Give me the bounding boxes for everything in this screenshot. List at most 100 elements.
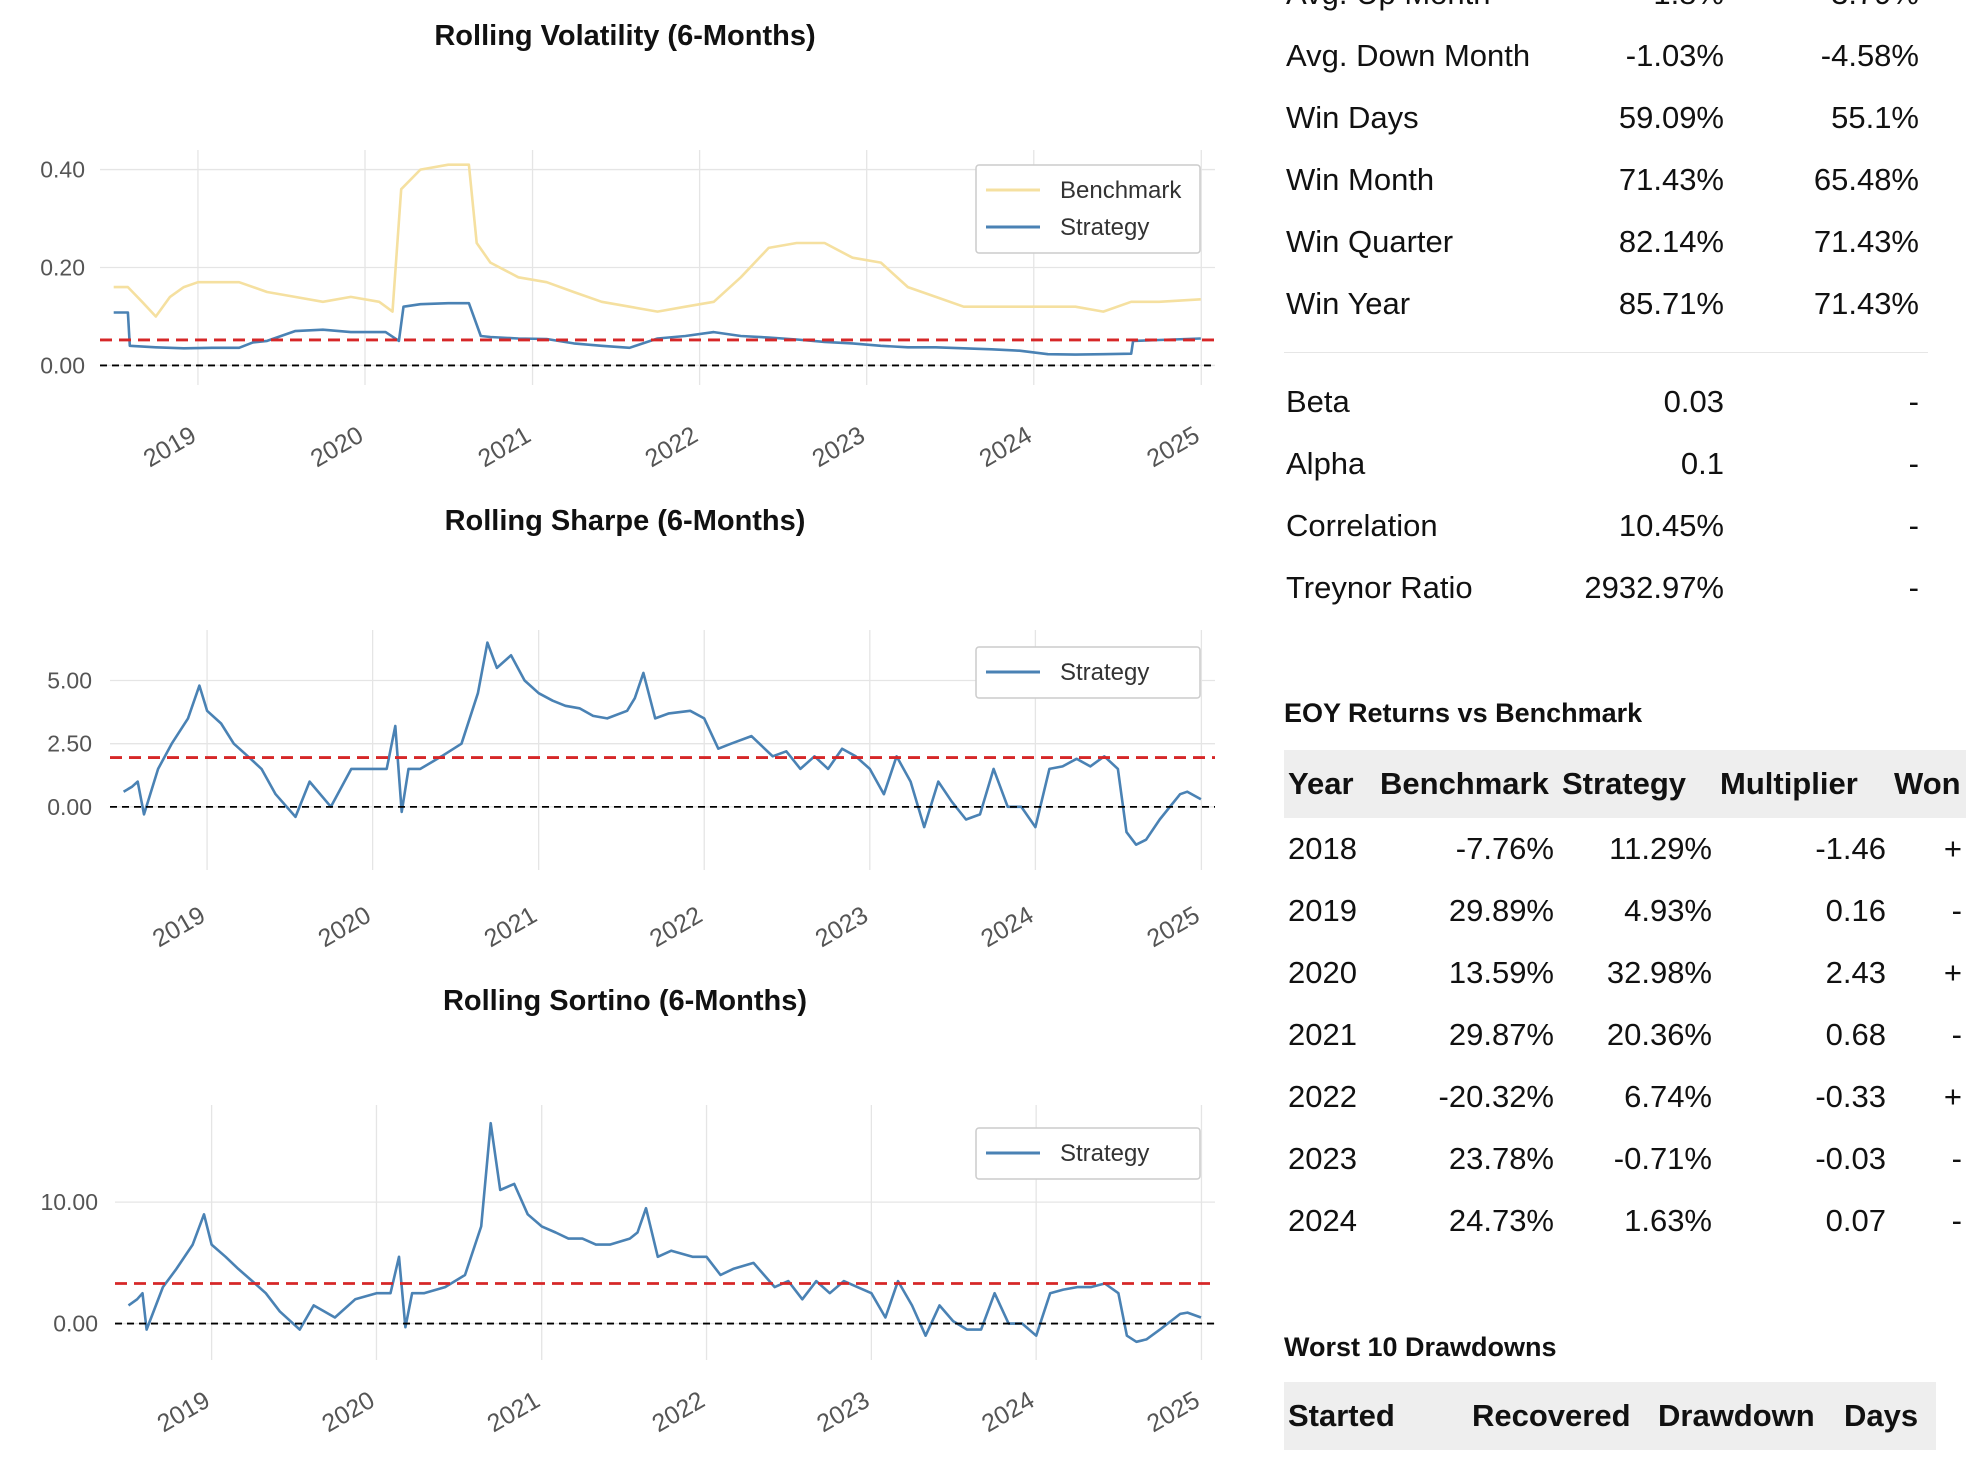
table-cell: - <box>1951 1017 1962 1052</box>
series-line-strategy <box>127 1121 1202 1344</box>
column-header: Started <box>1284 1382 1468 1450</box>
chart-legend: Strategy <box>975 646 1201 699</box>
column-header: Strategy <box>1558 750 1716 818</box>
x-tick-label: 2022 <box>640 421 702 473</box>
table-row: 2023 23.78% -0.71% -0.03 - <box>1284 1128 1966 1190</box>
y-tick-label: 0.00 <box>40 352 85 378</box>
table-cell: + <box>1943 831 1962 866</box>
metric-label: Treynor Ratio <box>1286 570 1473 605</box>
table-cell: 2022 <box>1288 1079 1357 1114</box>
rolling-sortino-chart: Rolling Sortino (6-Months) 0.00 10.00 2019 2… <box>0 960 1240 1460</box>
x-tick-label: 2025 <box>1142 901 1204 953</box>
metric-benchmark-value: - <box>1908 570 1919 605</box>
metric-benchmark-value: 55.1% <box>1831 100 1919 135</box>
column-header: Year <box>1284 750 1376 818</box>
table-cell: 2023 <box>1288 1141 1357 1176</box>
x-tick-label: 2019 <box>148 901 210 953</box>
legend-box <box>975 164 1201 254</box>
metric-label: Beta <box>1286 384 1350 419</box>
x-tick-label: 2022 <box>647 1386 709 1438</box>
table-cell: 2020 <box>1288 955 1357 990</box>
legend-label: Strategy <box>1060 214 1149 241</box>
x-tick-label: 2023 <box>811 901 873 953</box>
metric-label: Alpha <box>1286 446 1366 481</box>
metric-strategy-value: 10.45% <box>1618 508 1724 543</box>
table-cell: - <box>1951 1141 1962 1176</box>
table-cell: 13.59% <box>1448 955 1554 990</box>
x-tick-label: 2025 <box>1142 421 1204 473</box>
table-cell: 29.87% <box>1448 1017 1554 1052</box>
metric-strategy-value: 71.43% <box>1618 162 1724 197</box>
table-cell: 29.89% <box>1448 893 1554 928</box>
metric-benchmark-value: - <box>1908 384 1919 419</box>
table-cell: 0.07 <box>1825 1203 1886 1238</box>
legend-label: Strategy <box>1060 659 1149 686</box>
metric-label: Correlation <box>1286 508 1438 543</box>
chart-title: Rolling Volatility (6-Months) <box>434 20 815 52</box>
metric-row: Win Quarter 82.14% 71.43% <box>1268 224 1928 286</box>
table-cell: 2019 <box>1288 893 1357 928</box>
metric-benchmark-value: 65.48% <box>1813 162 1919 197</box>
metric-benchmark-value: -4.58% <box>1820 38 1919 73</box>
table-cell: -1.46 <box>1815 831 1886 866</box>
chart-legend: Strategy <box>975 1127 1201 1180</box>
table-cell: - <box>1951 1203 1962 1238</box>
metric-row: Alpha 0.1 - <box>1268 446 1928 508</box>
legend-box <box>975 646 1201 699</box>
x-tick-label: 2024 <box>976 901 1038 953</box>
table-cell: - <box>1951 893 1962 928</box>
table-cell: -0.03 <box>1815 1141 1886 1176</box>
table-cell: 1.63% <box>1624 1203 1712 1238</box>
metric-row: Treynor Ratio 2932.97% - <box>1268 570 1928 632</box>
rolling-volatility-chart: Rolling Volatility (6-Months) 0.00 0.20 0.4… <box>0 0 1240 480</box>
table-row: 2020 13.59% 32.98% 2.43 + <box>1284 942 1966 1004</box>
table-cell: -0.33 <box>1815 1079 1886 1114</box>
table-cell: 2.43 <box>1825 955 1886 990</box>
x-tick-label: 2021 <box>479 901 541 953</box>
metric-row: Win Month 71.43% 65.48% <box>1268 162 1928 224</box>
metric-benchmark-value: 71.43% <box>1813 224 1919 259</box>
x-tick-label: 2021 <box>473 421 535 473</box>
table-cell: 4.93% <box>1624 893 1712 928</box>
table-row: 2019 29.89% 4.93% 0.16 - <box>1284 880 1966 942</box>
eoy-returns-table: Year Benchmark Strategy Multiplier Won 2018 -… <box>1284 750 1966 1252</box>
table-cell: 24.73% <box>1448 1203 1554 1238</box>
series-line-benchmark <box>113 163 1201 318</box>
metric-label: Avg. Up Month <box>1286 0 1490 12</box>
metric-row: Win Days 59.09% 55.1% <box>1268 100 1928 162</box>
table-cell: 0.68 <box>1825 1017 1886 1052</box>
metric-benchmark-value: 71.43% <box>1813 286 1919 321</box>
metric-strategy-value: 82.14% <box>1618 224 1724 259</box>
table-row: 2018 -7.76% 11.29% -1.46 + <box>1284 818 1966 880</box>
eoy-section-title: EOY Returns vs Benchmark <box>1284 698 1643 728</box>
x-tick-label: 2020 <box>306 421 368 473</box>
legend-label: Strategy <box>1060 1140 1149 1167</box>
metric-label: Win Days <box>1286 100 1419 135</box>
column-header: Benchmark <box>1376 750 1558 818</box>
table-cell: + <box>1943 955 1962 990</box>
metric-label: Win Quarter <box>1286 224 1454 259</box>
drawdowns-table: Started Recovered Drawdown Days <box>1284 1382 1936 1450</box>
x-tick-label: 2020 <box>313 901 375 953</box>
x-tick-label: 2023 <box>808 421 870 473</box>
y-tick-label: 0.40 <box>40 157 85 183</box>
table-cell: 6.74% <box>1624 1079 1712 1114</box>
x-tick-label: 2024 <box>975 421 1037 473</box>
table-cell: 11.29% <box>1609 831 1712 866</box>
drawdowns-section-title: Worst 10 Drawdowns <box>1284 1332 1557 1362</box>
table-cell: 0.16 <box>1825 893 1886 928</box>
table-cell: + <box>1943 1079 1962 1114</box>
metric-row: Win Year 85.71% 71.43% <box>1268 286 1928 348</box>
x-tick-label: 2019 <box>139 421 201 473</box>
rolling-sharpe-chart: Rolling Sharpe (6-Months) 0.00 2.50 5.00 201… <box>0 480 1240 960</box>
column-header: Drawdown <box>1654 1382 1840 1450</box>
y-tick-label: 0.00 <box>53 1311 98 1337</box>
metric-row: Correlation 10.45% - <box>1268 508 1928 570</box>
metric-benchmark-value: - <box>1908 446 1919 481</box>
table-cell: 2018 <box>1288 831 1357 866</box>
metric-row: Avg. Down Month -1.03% -4.58% <box>1268 38 1928 100</box>
table-cell: -0.71% <box>1613 1141 1712 1176</box>
metric-row: Beta 0.03 - <box>1268 384 1928 446</box>
x-tick-label: 2020 <box>317 1386 379 1438</box>
chart-legend: Benchmark Strategy <box>975 164 1201 254</box>
